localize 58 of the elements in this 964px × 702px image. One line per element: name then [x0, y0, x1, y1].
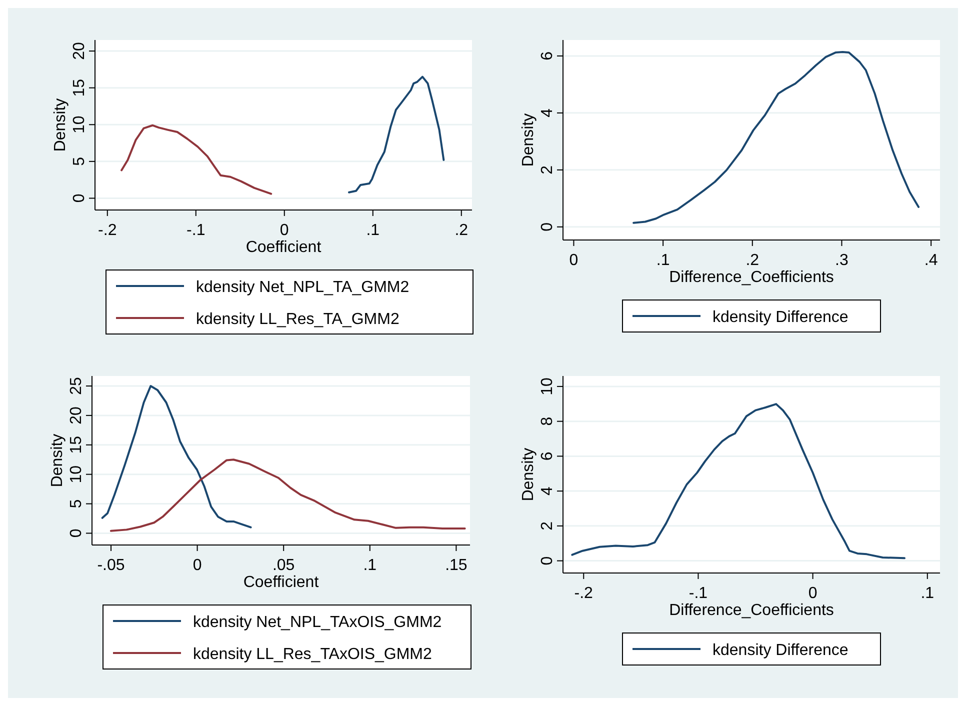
y-axis-title: Density [49, 434, 66, 488]
y-tick-label: 6 [539, 452, 556, 461]
x-tick-label: 0 [280, 222, 289, 239]
x-tick-label: 0 [808, 585, 818, 602]
x-tick-label: -.2 [574, 585, 594, 602]
x-tick-label: .05 [272, 557, 295, 574]
y-tick-label: 10 [539, 377, 556, 396]
y-axis-title: Density [520, 448, 537, 502]
x-axis-title: Coefficient [246, 239, 322, 256]
y-tick-label: 10 [71, 116, 88, 134]
x-tick-label: .1 [656, 252, 670, 269]
x-tick-label: -.1 [186, 222, 206, 239]
line-series [110, 458, 466, 532]
x-tick-label: 0 [569, 252, 578, 269]
y-tick-label: 8 [539, 416, 556, 426]
legend-label: kdensity Difference [712, 642, 848, 659]
x-tick-label: .15 [445, 557, 468, 574]
legend-label: kdensity Difference [712, 309, 848, 326]
y-tick-label: 0 [71, 194, 88, 203]
x-tick-label: -.2 [98, 222, 117, 239]
y-tick-label: 4 [539, 108, 556, 118]
x-tick-label: 0 [192, 557, 202, 574]
x-tick-label: .1 [920, 585, 934, 602]
y-tick-label: 5 [71, 156, 88, 166]
y-tick-label: 6 [539, 51, 556, 60]
legend-label: kdensity LL_Res_TAxOIS_GMM2 [193, 646, 432, 663]
y-axis-title: Density [52, 98, 69, 152]
x-axis-title: Difference_Coefficients [669, 269, 834, 286]
line-series [571, 403, 906, 560]
y-tick-label: 5 [68, 499, 85, 508]
x-tick-label: .2 [746, 252, 760, 269]
line-series [101, 385, 252, 528]
y-tick-label: 25 [68, 377, 85, 395]
y-tick-label: 10 [68, 465, 85, 484]
x-axis-title: Difference_Coefficients [669, 602, 834, 619]
y-tick-label: 2 [539, 521, 556, 530]
y-tick-label: 0 [68, 528, 85, 538]
x-tick-label: .1 [366, 222, 380, 239]
x-tick-label: .3 [835, 252, 849, 269]
line-series [348, 76, 445, 194]
y-tick-label: 20 [68, 406, 85, 424]
line-series [120, 124, 272, 195]
x-axis-title: Coefficient [243, 574, 320, 591]
y-tick-label: 4 [539, 486, 556, 496]
y-axis-title: Density [520, 113, 537, 167]
legend-label: kdensity Net_NPL_TA_GMM2 [196, 279, 410, 296]
x-tick-label: -.05 [97, 557, 125, 574]
y-tick-label: 15 [68, 436, 85, 454]
x-tick-label: .4 [924, 252, 938, 269]
x-tick-label: .1 [363, 557, 377, 574]
y-tick-label: 2 [539, 165, 556, 174]
legend-label: kdensity LL_Res_TA_GMM2 [196, 311, 400, 328]
legend-label: kdensity Net_NPL_TAxOIS_GMM2 [193, 614, 442, 631]
line-series [632, 50, 920, 224]
y-tick-label: 15 [71, 78, 88, 97]
y-tick-label: 20 [71, 42, 88, 60]
x-tick-label: .2 [454, 222, 468, 239]
x-tick-label: -.1 [688, 585, 708, 602]
